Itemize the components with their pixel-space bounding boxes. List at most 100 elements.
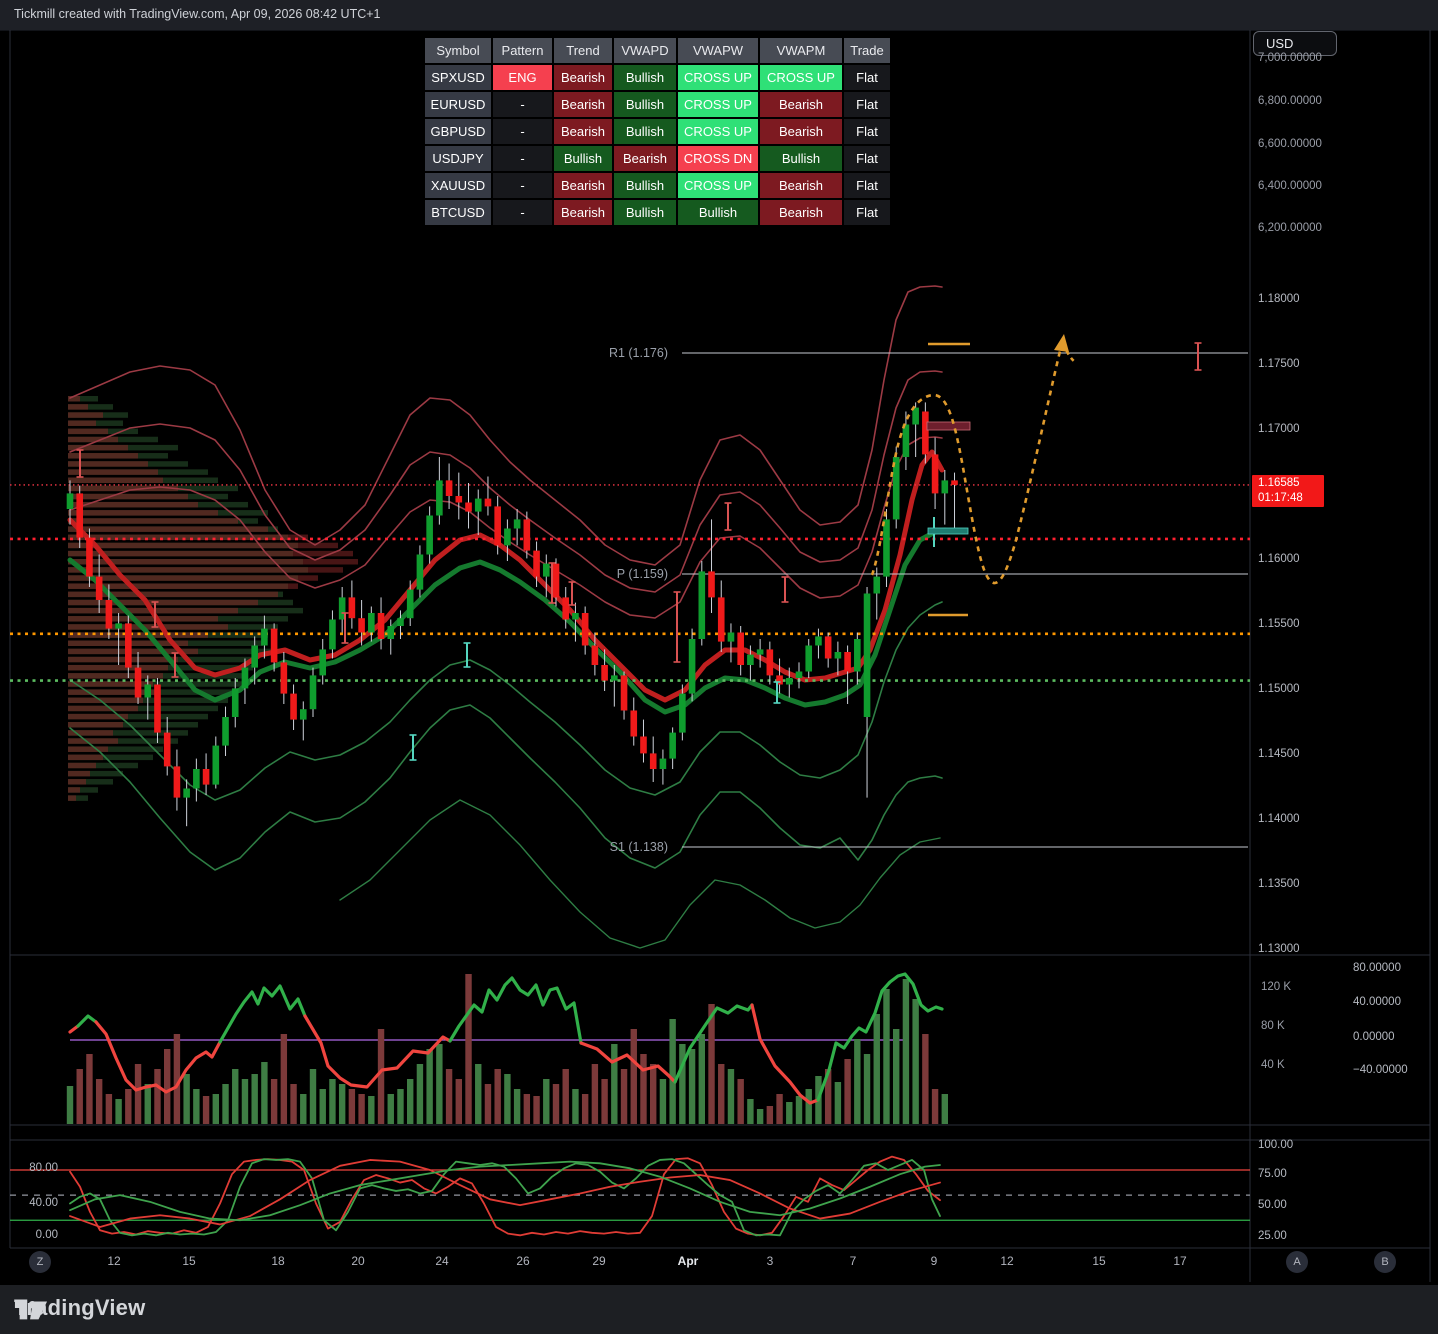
chart-line [218,984,307,1044]
volume-bar [494,1069,501,1124]
volume-profile-row [68,534,308,541]
time-axis-label[interactable]: 17 [1173,1254,1187,1268]
screener-cell: Bearish [760,173,842,198]
volume-bar [270,1079,278,1124]
candle-body [892,457,900,520]
volume-bar [834,1082,842,1124]
volume-bar [348,1089,356,1124]
time-axis-label[interactable]: 15 [182,1254,196,1268]
screener-cell: CROSS DN [678,146,758,171]
volume-profile-row [68,420,96,426]
volume-profile-row [68,567,343,573]
price-axis-tick: 1.18000 [1258,293,1300,305]
volume-profile-row [68,656,178,663]
price-pane[interactable] [10,285,1250,949]
volume-profile-row [68,705,218,712]
oscillator-axis-tick: 25.00 [1258,1230,1287,1242]
volume-profile-row [68,754,103,761]
candle-body [484,498,492,507]
time-axis-label[interactable]: 15 [1092,1254,1106,1268]
candle-body [290,693,297,720]
time-axis-label[interactable]: 12 [107,1254,121,1268]
timezone-button[interactable]: Z [29,1251,51,1273]
candle-body [912,407,919,425]
volume-bar [766,1106,774,1124]
oscillator-axis-tick: 100.00 [1258,1139,1294,1151]
chart-canvas[interactable] [0,30,1438,1285]
volume-bar [659,1079,667,1124]
volume-profile-row [68,412,103,418]
pivot-label: S1 (1.138) [609,840,668,854]
chart-line [69,1160,941,1222]
candle-body [504,528,511,546]
demand-zone-box[interactable] [927,527,969,535]
time-axis-label[interactable]: 7 [849,1254,857,1268]
volume-profile-row [68,469,158,475]
candle-body [572,613,579,620]
volume-profile-row [68,705,138,712]
candle-body [620,675,628,711]
chart-line [69,601,943,801]
volume-bar [202,1096,210,1124]
screener-cell: Bearish [554,119,612,144]
projection-curve-drawing[interactable] [870,346,1063,585]
time-axis-label[interactable]: 3 [766,1254,774,1268]
volume-bar [212,1094,219,1124]
screener-cell: Bullish [614,65,676,90]
volume-bar [786,1102,793,1124]
time-axis-label[interactable]: 9 [930,1254,938,1268]
time-axis-label[interactable]: 20 [351,1254,365,1268]
candle-body [261,628,268,646]
last-price-value: 1.16585 [1258,477,1300,489]
volume-profile-row [68,762,138,769]
candle-body [863,593,871,717]
candle-body [299,709,307,720]
volume-bar [436,1044,443,1124]
screener-cell: SPXUSD [425,65,491,90]
volume-profile-row [68,542,338,549]
volume-bar [581,1094,589,1124]
tradingview-logo[interactable]: TradingView [14,1295,145,1321]
supply-zone-box[interactable] [926,421,971,431]
time-axis-label[interactable]: 12 [1000,1254,1014,1268]
candle-body [513,519,521,529]
candle-body [76,493,84,538]
time-axis-label[interactable]: 26 [516,1254,530,1268]
candle-body [115,623,122,629]
screener-row: GBPUSD - Bearish Bullish CROSS UP Bearish Flat [425,119,892,144]
candle-body [338,597,346,620]
time-axis-label[interactable]: Apr [677,1254,699,1268]
volume-bar [756,1109,764,1124]
volume-bar [338,1084,346,1124]
volume-profile-row [68,599,258,606]
candle-body [309,675,317,710]
candle-body [319,649,327,676]
volume-bar [290,1084,297,1124]
screener-cell: Flat [844,92,890,117]
volume-bar [125,1089,132,1124]
symbol-screener-table: Symbol Pattern Trend VWAPD VWAPW VWAPM Trade SP… [425,38,892,227]
volume-bar [66,1086,74,1124]
candle-body [640,736,647,754]
time-axis-label[interactable]: 29 [592,1254,606,1268]
oscillator-pane[interactable] [10,1155,1250,1237]
volume-pane[interactable] [66,972,948,1124]
currency-toggle-button[interactable]: USD [1253,31,1337,56]
volume-profile-row [68,493,188,500]
time-axis-label[interactable]: 24 [435,1254,449,1268]
candle-body [231,688,239,717]
volume-bar [397,1089,404,1124]
volume-profile-row [68,583,298,589]
volume-bar [416,1064,424,1124]
screener-cell: Bullish [554,146,612,171]
chart-line [76,1014,98,1028]
scale-a-button[interactable]: A [1286,1251,1308,1273]
volume-bar [931,1089,939,1124]
candle-body [202,769,210,785]
candle-body [951,480,958,485]
chart-line [68,1024,80,1034]
volume-bar [669,1019,676,1124]
scale-b-button[interactable]: B [1374,1251,1396,1273]
chart-line [69,1158,941,1237]
time-axis-label[interactable]: 18 [271,1254,285,1268]
